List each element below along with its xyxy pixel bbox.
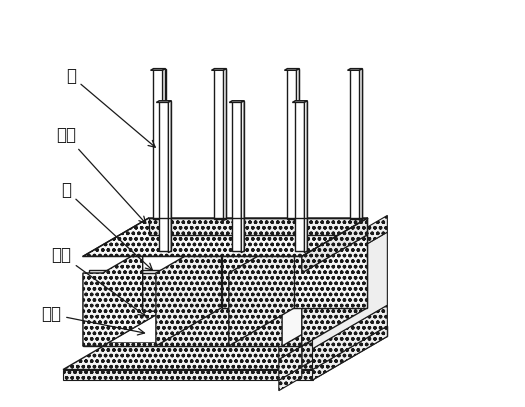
Polygon shape bbox=[302, 235, 368, 346]
Polygon shape bbox=[149, 218, 368, 235]
Polygon shape bbox=[295, 101, 307, 251]
Polygon shape bbox=[63, 370, 312, 380]
Text: 柱: 柱 bbox=[66, 67, 155, 147]
Polygon shape bbox=[151, 69, 165, 70]
Polygon shape bbox=[153, 69, 165, 219]
Text: 墙: 墙 bbox=[61, 181, 152, 270]
Polygon shape bbox=[83, 308, 367, 346]
Polygon shape bbox=[169, 101, 171, 253]
Polygon shape bbox=[279, 273, 302, 359]
Polygon shape bbox=[109, 311, 216, 343]
Polygon shape bbox=[302, 308, 368, 367]
Polygon shape bbox=[224, 69, 226, 221]
Polygon shape bbox=[304, 101, 307, 253]
Polygon shape bbox=[279, 256, 302, 287]
Polygon shape bbox=[360, 69, 362, 221]
Polygon shape bbox=[83, 218, 367, 256]
Polygon shape bbox=[156, 235, 222, 346]
Polygon shape bbox=[163, 69, 165, 221]
Polygon shape bbox=[242, 101, 244, 253]
Polygon shape bbox=[312, 305, 387, 370]
Polygon shape bbox=[159, 101, 171, 251]
Polygon shape bbox=[63, 326, 387, 370]
Polygon shape bbox=[232, 101, 244, 251]
Polygon shape bbox=[279, 346, 302, 380]
Polygon shape bbox=[89, 269, 308, 343]
Polygon shape bbox=[312, 215, 387, 276]
Polygon shape bbox=[312, 326, 387, 380]
Polygon shape bbox=[156, 101, 171, 103]
Polygon shape bbox=[279, 367, 302, 391]
Polygon shape bbox=[149, 308, 368, 328]
Polygon shape bbox=[282, 235, 348, 346]
Polygon shape bbox=[214, 69, 226, 219]
Text: 顶板: 顶板 bbox=[56, 127, 146, 223]
Polygon shape bbox=[138, 326, 387, 337]
Polygon shape bbox=[312, 326, 387, 380]
Polygon shape bbox=[350, 69, 362, 219]
Polygon shape bbox=[222, 235, 368, 308]
Text: 垫层: 垫层 bbox=[41, 305, 144, 335]
Polygon shape bbox=[292, 101, 307, 103]
Polygon shape bbox=[302, 218, 368, 273]
Polygon shape bbox=[285, 69, 299, 70]
Polygon shape bbox=[229, 101, 244, 103]
Polygon shape bbox=[212, 69, 226, 70]
Polygon shape bbox=[348, 69, 362, 70]
Polygon shape bbox=[312, 232, 387, 349]
Polygon shape bbox=[229, 235, 295, 346]
Polygon shape bbox=[287, 69, 299, 219]
Polygon shape bbox=[83, 238, 162, 346]
Polygon shape bbox=[83, 273, 302, 346]
Text: 底板: 底板 bbox=[51, 246, 145, 316]
Polygon shape bbox=[297, 69, 299, 221]
